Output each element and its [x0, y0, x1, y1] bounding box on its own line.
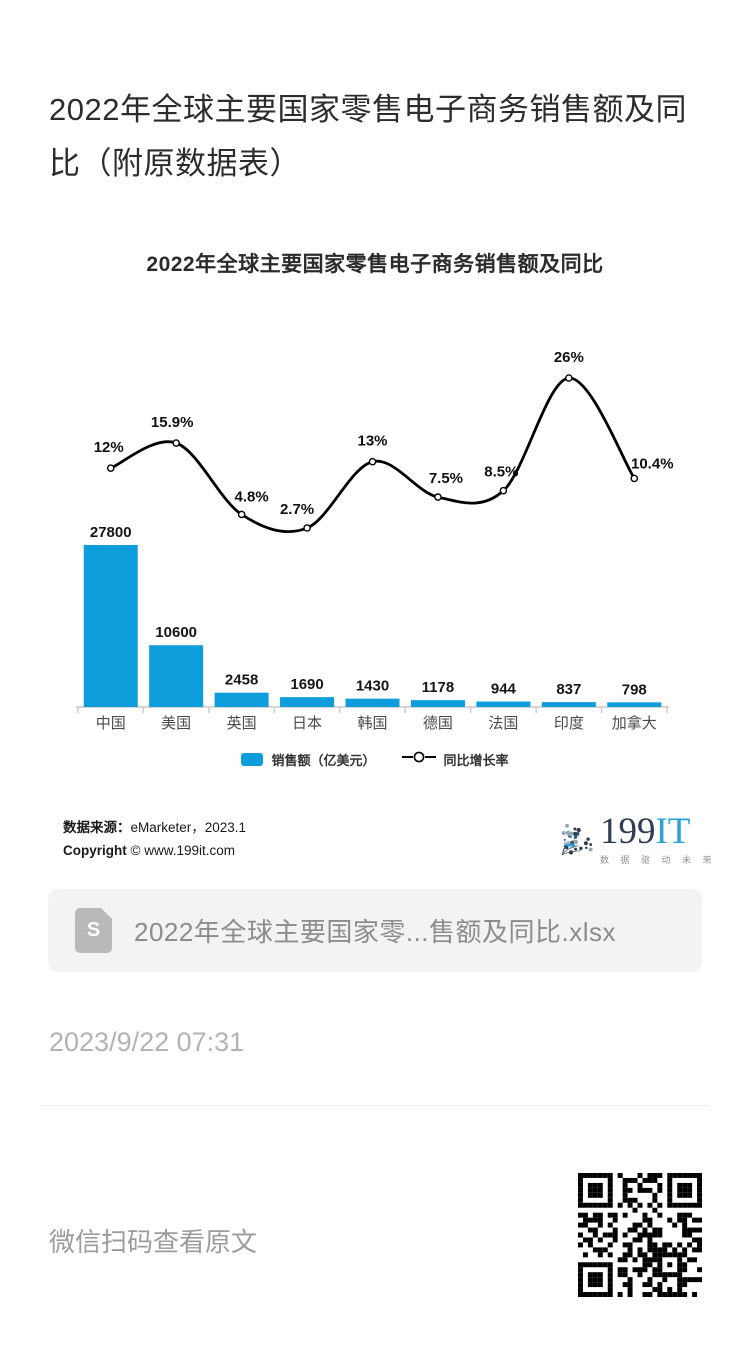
category-label: 英国	[227, 714, 257, 732]
line-point-marker	[434, 493, 442, 501]
combo-chart: 27800 中国 10600 美国 2458 英国 1690 日本 1430 韩国 1178 德国 94…	[76, 349, 674, 732]
legend-label-sales: 销售额（亿美元）	[271, 753, 376, 768]
logo-wordmark: 199IT	[599, 810, 691, 852]
bar-value-label: 1690	[290, 676, 323, 693]
bar	[149, 645, 204, 707]
category-label: 韩国	[357, 715, 387, 732]
site-logo: 199IT 数 据 驱 动 未 来	[556, 804, 716, 874]
chart-legend: 销售额（亿美元） 同比增长率	[0, 750, 750, 769]
section-divider	[40, 1105, 710, 1106]
data-source: 数据来源：eMarketer，2023.1 Copyright © www.19…	[63, 816, 246, 862]
category-label: 中国	[96, 715, 126, 732]
bar	[83, 545, 138, 707]
line-point-label: 26%	[554, 349, 584, 366]
bar	[214, 692, 269, 707]
line-point-marker	[106, 464, 115, 472]
logo-text: 199IT 数 据 驱 动 未 来	[600, 813, 716, 866]
bar-value-label: 1430	[356, 678, 389, 695]
line-point-marker	[172, 439, 180, 447]
qr-code	[578, 1173, 702, 1297]
category-label: 德国	[423, 714, 453, 732]
line-point-label: 7.5%	[429, 470, 463, 487]
legend-item-sales: 销售额（亿美元）	[241, 750, 376, 769]
copyright-line: Copyright © www.199it.com	[63, 843, 235, 858]
xlsx-file-icon: S	[75, 908, 112, 953]
bar-value-label: 10600	[155, 624, 197, 641]
legend-label-growth: 同比增长率	[443, 753, 509, 768]
line-point-label: 15.9%	[151, 414, 194, 431]
bar	[607, 702, 662, 707]
bar	[280, 697, 335, 707]
bar-value-label: 1178	[422, 679, 455, 696]
category-label: 印度	[554, 715, 584, 732]
line-point-label: 13%	[357, 433, 387, 450]
bar	[476, 701, 531, 707]
line-point-label: 10.4%	[631, 455, 674, 472]
data-source-line: 数据来源：eMarketer，2023.1	[63, 820, 247, 835]
line-point-marker	[237, 510, 246, 519]
bar-value-label: 944	[491, 680, 517, 697]
category-label: 美国	[161, 715, 191, 732]
line-point-marker	[303, 524, 311, 532]
line-point-marker	[565, 374, 573, 382]
bar-series-swatch-icon	[241, 753, 264, 766]
line-point-label: 12%	[94, 439, 124, 456]
line-point-marker	[630, 474, 639, 483]
line-point-marker	[499, 486, 508, 495]
chart-title: 2022年全球主要国家零售电子商务销售额及同比	[146, 253, 604, 276]
category-label: 日本	[292, 715, 322, 732]
page-title: 2022年全球主要国家零售电子商务销售额及同比（附原数据表）	[49, 91, 687, 181]
bar	[345, 698, 400, 707]
logo-tagline: 数 据 驱 动 未 来	[599, 854, 716, 865]
legend-item-growth: 同比增长率	[401, 750, 509, 769]
line-point-label: 8.5%	[484, 464, 518, 481]
growth-line	[109, 376, 636, 533]
attachment-filename: 2022年全球主要国家零...售额及同比.xlsx	[134, 917, 617, 947]
bar-value-label: 798	[622, 681, 647, 698]
line-series-icon	[401, 750, 436, 769]
line-point-label: 4.8%	[235, 488, 269, 505]
bar	[410, 700, 465, 707]
bar-value-label: 27800	[90, 524, 132, 541]
publish-time: 2023/9/22 07:31	[49, 1027, 245, 1057]
line-point-marker	[368, 457, 377, 466]
bar	[541, 702, 596, 707]
scan-hint-text: 微信扫码查看原文	[49, 1227, 258, 1257]
attachment-card[interactable]: S 2022年全球主要国家零...售额及同比.xlsx	[48, 889, 702, 972]
category-label: 法国	[488, 715, 518, 732]
line-point-label: 2.7%	[280, 501, 314, 518]
category-label: 加拿大	[612, 714, 657, 732]
dandelion-icon	[561, 823, 593, 855]
bar-value-label: 837	[556, 681, 581, 698]
bar-value-label: 2458	[225, 672, 258, 689]
